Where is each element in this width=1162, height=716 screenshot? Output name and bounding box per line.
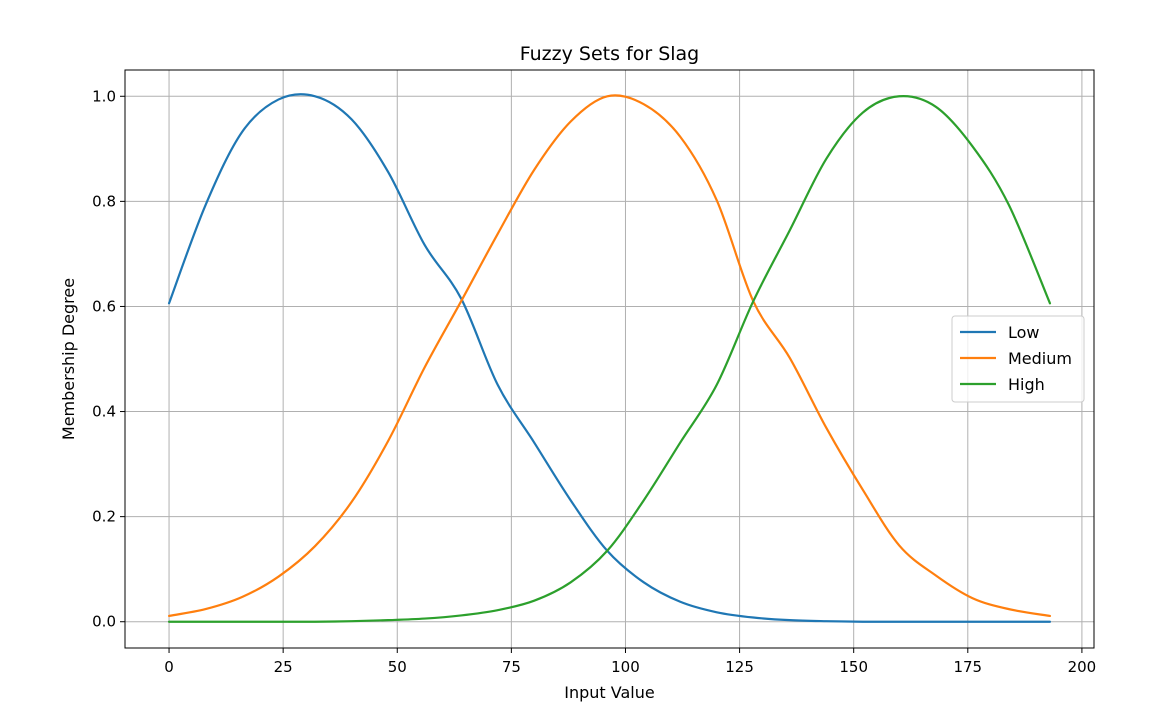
x-tick-label: 200	[1068, 658, 1097, 676]
x-tick-label: 100	[611, 658, 640, 676]
legend: Low Medium High	[951, 315, 1085, 403]
y-tick-label: 0.0	[92, 613, 116, 631]
series-line-high	[167, 95, 1052, 623]
grid	[125, 70, 1094, 648]
chart-title: Fuzzy Sets for Slag	[520, 43, 700, 65]
legend-label-high: High	[1008, 375, 1045, 394]
plot-frame	[124, 69, 1095, 649]
legend-box	[951, 315, 1085, 403]
x-tick-label: 0	[164, 658, 174, 676]
axis-ticks: 0 25 50 75 100 125 150 175 200 0.0 0.2 0.4 0.6 0.8 1.0	[92, 87, 1096, 676]
x-tick-label: 125	[725, 658, 754, 676]
x-tick-label: 150	[839, 658, 868, 676]
y-tick-label: 0.4	[92, 403, 116, 421]
y-tick-label: 1.0	[92, 87, 116, 105]
x-tick-label: 75	[502, 658, 521, 676]
legend-label-medium: Medium	[1008, 349, 1072, 368]
x-tick-label: 50	[388, 658, 407, 676]
y-tick-label: 0.6	[92, 297, 116, 315]
y-tick-label: 0.8	[92, 192, 116, 210]
series-line-low	[167, 93, 1052, 623]
legend-label-low: Low	[1008, 323, 1040, 342]
x-axis-label: Input Value	[564, 683, 654, 702]
x-tick-label: 175	[953, 658, 982, 676]
series-lines	[167, 93, 1052, 623]
series-line-medium	[167, 94, 1052, 618]
y-tick-label: 0.2	[92, 508, 116, 526]
y-axis-label: Membership Degree	[59, 278, 78, 440]
x-tick-label: 25	[274, 658, 293, 676]
